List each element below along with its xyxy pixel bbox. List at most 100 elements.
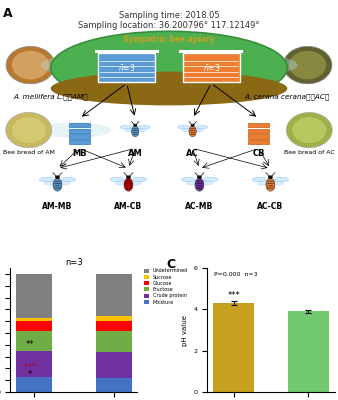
Ellipse shape xyxy=(120,125,132,129)
Ellipse shape xyxy=(131,126,139,137)
Bar xyxy=(16,377,52,392)
Ellipse shape xyxy=(45,182,55,185)
Ellipse shape xyxy=(266,188,274,189)
Ellipse shape xyxy=(195,129,203,132)
Ellipse shape xyxy=(132,132,139,133)
Text: *: * xyxy=(28,370,32,379)
Ellipse shape xyxy=(195,188,203,189)
FancyBboxPatch shape xyxy=(98,53,155,82)
Ellipse shape xyxy=(178,125,189,129)
Ellipse shape xyxy=(124,183,132,184)
Ellipse shape xyxy=(196,125,208,129)
Bar xyxy=(16,330,52,351)
Text: A. mellifera L.　（AM）: A. mellifera L. （AM） xyxy=(14,94,88,100)
Ellipse shape xyxy=(197,176,202,179)
Bar xyxy=(96,352,131,378)
Bar xyxy=(248,128,269,133)
Text: Bee bread of AC: Bee bread of AC xyxy=(284,150,335,155)
Text: C: C xyxy=(167,258,176,271)
Text: AC-CB: AC-CB xyxy=(257,202,284,211)
Ellipse shape xyxy=(124,178,133,191)
Ellipse shape xyxy=(266,178,275,191)
Ellipse shape xyxy=(187,182,197,185)
Bar xyxy=(213,303,254,392)
Ellipse shape xyxy=(189,130,196,131)
Ellipse shape xyxy=(124,181,132,182)
Bar xyxy=(16,318,52,321)
Text: AC-MB: AC-MB xyxy=(185,202,214,211)
Ellipse shape xyxy=(53,178,62,191)
Ellipse shape xyxy=(132,130,139,131)
Ellipse shape xyxy=(274,177,289,182)
Bar xyxy=(69,123,90,127)
Circle shape xyxy=(283,46,332,84)
Text: $\bar{n}$=3: $\bar{n}$=3 xyxy=(202,62,220,73)
Text: ***: *** xyxy=(227,291,240,300)
Bar xyxy=(96,378,131,392)
Legend: Undetermined, Sucrose, Glucose, Fructose, Crude protein, Moisture: Undetermined, Sucrose, Glucose, Fructose… xyxy=(144,268,189,305)
Ellipse shape xyxy=(133,124,137,127)
Ellipse shape xyxy=(124,188,132,189)
Ellipse shape xyxy=(132,128,139,129)
Ellipse shape xyxy=(273,182,283,185)
Text: AM: AM xyxy=(128,149,143,158)
Ellipse shape xyxy=(195,181,203,182)
Text: MB: MB xyxy=(72,149,87,158)
Ellipse shape xyxy=(110,177,124,182)
Circle shape xyxy=(292,117,326,143)
Text: P=0.000  n=3: P=0.000 n=3 xyxy=(214,272,257,277)
Ellipse shape xyxy=(202,182,213,185)
Ellipse shape xyxy=(53,185,62,186)
Ellipse shape xyxy=(203,177,218,182)
Bar xyxy=(96,321,131,330)
Ellipse shape xyxy=(195,183,203,184)
Text: AM-MB: AM-MB xyxy=(42,202,73,211)
Ellipse shape xyxy=(189,134,196,135)
Bar xyxy=(96,330,131,352)
Ellipse shape xyxy=(132,134,139,135)
Ellipse shape xyxy=(266,183,274,184)
Ellipse shape xyxy=(139,125,150,129)
Bar xyxy=(248,140,269,144)
Ellipse shape xyxy=(53,188,62,189)
Text: Sympatric bee apiary: Sympatric bee apiary xyxy=(123,34,215,44)
Text: AC: AC xyxy=(186,149,199,158)
Circle shape xyxy=(12,51,49,79)
Ellipse shape xyxy=(189,126,196,137)
Ellipse shape xyxy=(39,177,53,182)
Y-axis label: pH value: pH value xyxy=(182,314,188,346)
Bar xyxy=(248,123,269,127)
Ellipse shape xyxy=(258,182,268,185)
Text: **: ** xyxy=(26,340,34,349)
Ellipse shape xyxy=(189,128,196,129)
Text: CB: CB xyxy=(252,149,265,158)
Ellipse shape xyxy=(191,124,195,127)
Circle shape xyxy=(6,46,55,84)
Ellipse shape xyxy=(62,177,76,182)
Text: Sampling location: 36.200796° 117.12149°: Sampling location: 36.200796° 117.12149° xyxy=(78,21,260,30)
Ellipse shape xyxy=(41,56,108,74)
Text: A. cerana cerana　（AC）: A. cerana cerana （AC） xyxy=(245,94,330,100)
Bar xyxy=(69,128,90,133)
Ellipse shape xyxy=(53,183,62,184)
Ellipse shape xyxy=(116,182,126,185)
Ellipse shape xyxy=(60,182,71,185)
Circle shape xyxy=(286,112,332,148)
Ellipse shape xyxy=(131,182,141,185)
Ellipse shape xyxy=(124,129,133,132)
Ellipse shape xyxy=(189,132,196,133)
Bar xyxy=(16,274,52,318)
Ellipse shape xyxy=(268,176,273,179)
Title: n=3: n=3 xyxy=(65,258,82,267)
Ellipse shape xyxy=(195,178,204,191)
Text: AM-CB: AM-CB xyxy=(114,202,143,211)
Ellipse shape xyxy=(51,72,287,105)
Ellipse shape xyxy=(132,177,147,182)
Ellipse shape xyxy=(124,185,132,186)
Ellipse shape xyxy=(137,129,146,132)
Bar xyxy=(95,50,159,53)
Ellipse shape xyxy=(126,176,131,179)
Text: $\bar{n}$=3: $\bar{n}$=3 xyxy=(118,62,136,73)
Ellipse shape xyxy=(51,31,287,104)
Bar xyxy=(248,134,269,139)
